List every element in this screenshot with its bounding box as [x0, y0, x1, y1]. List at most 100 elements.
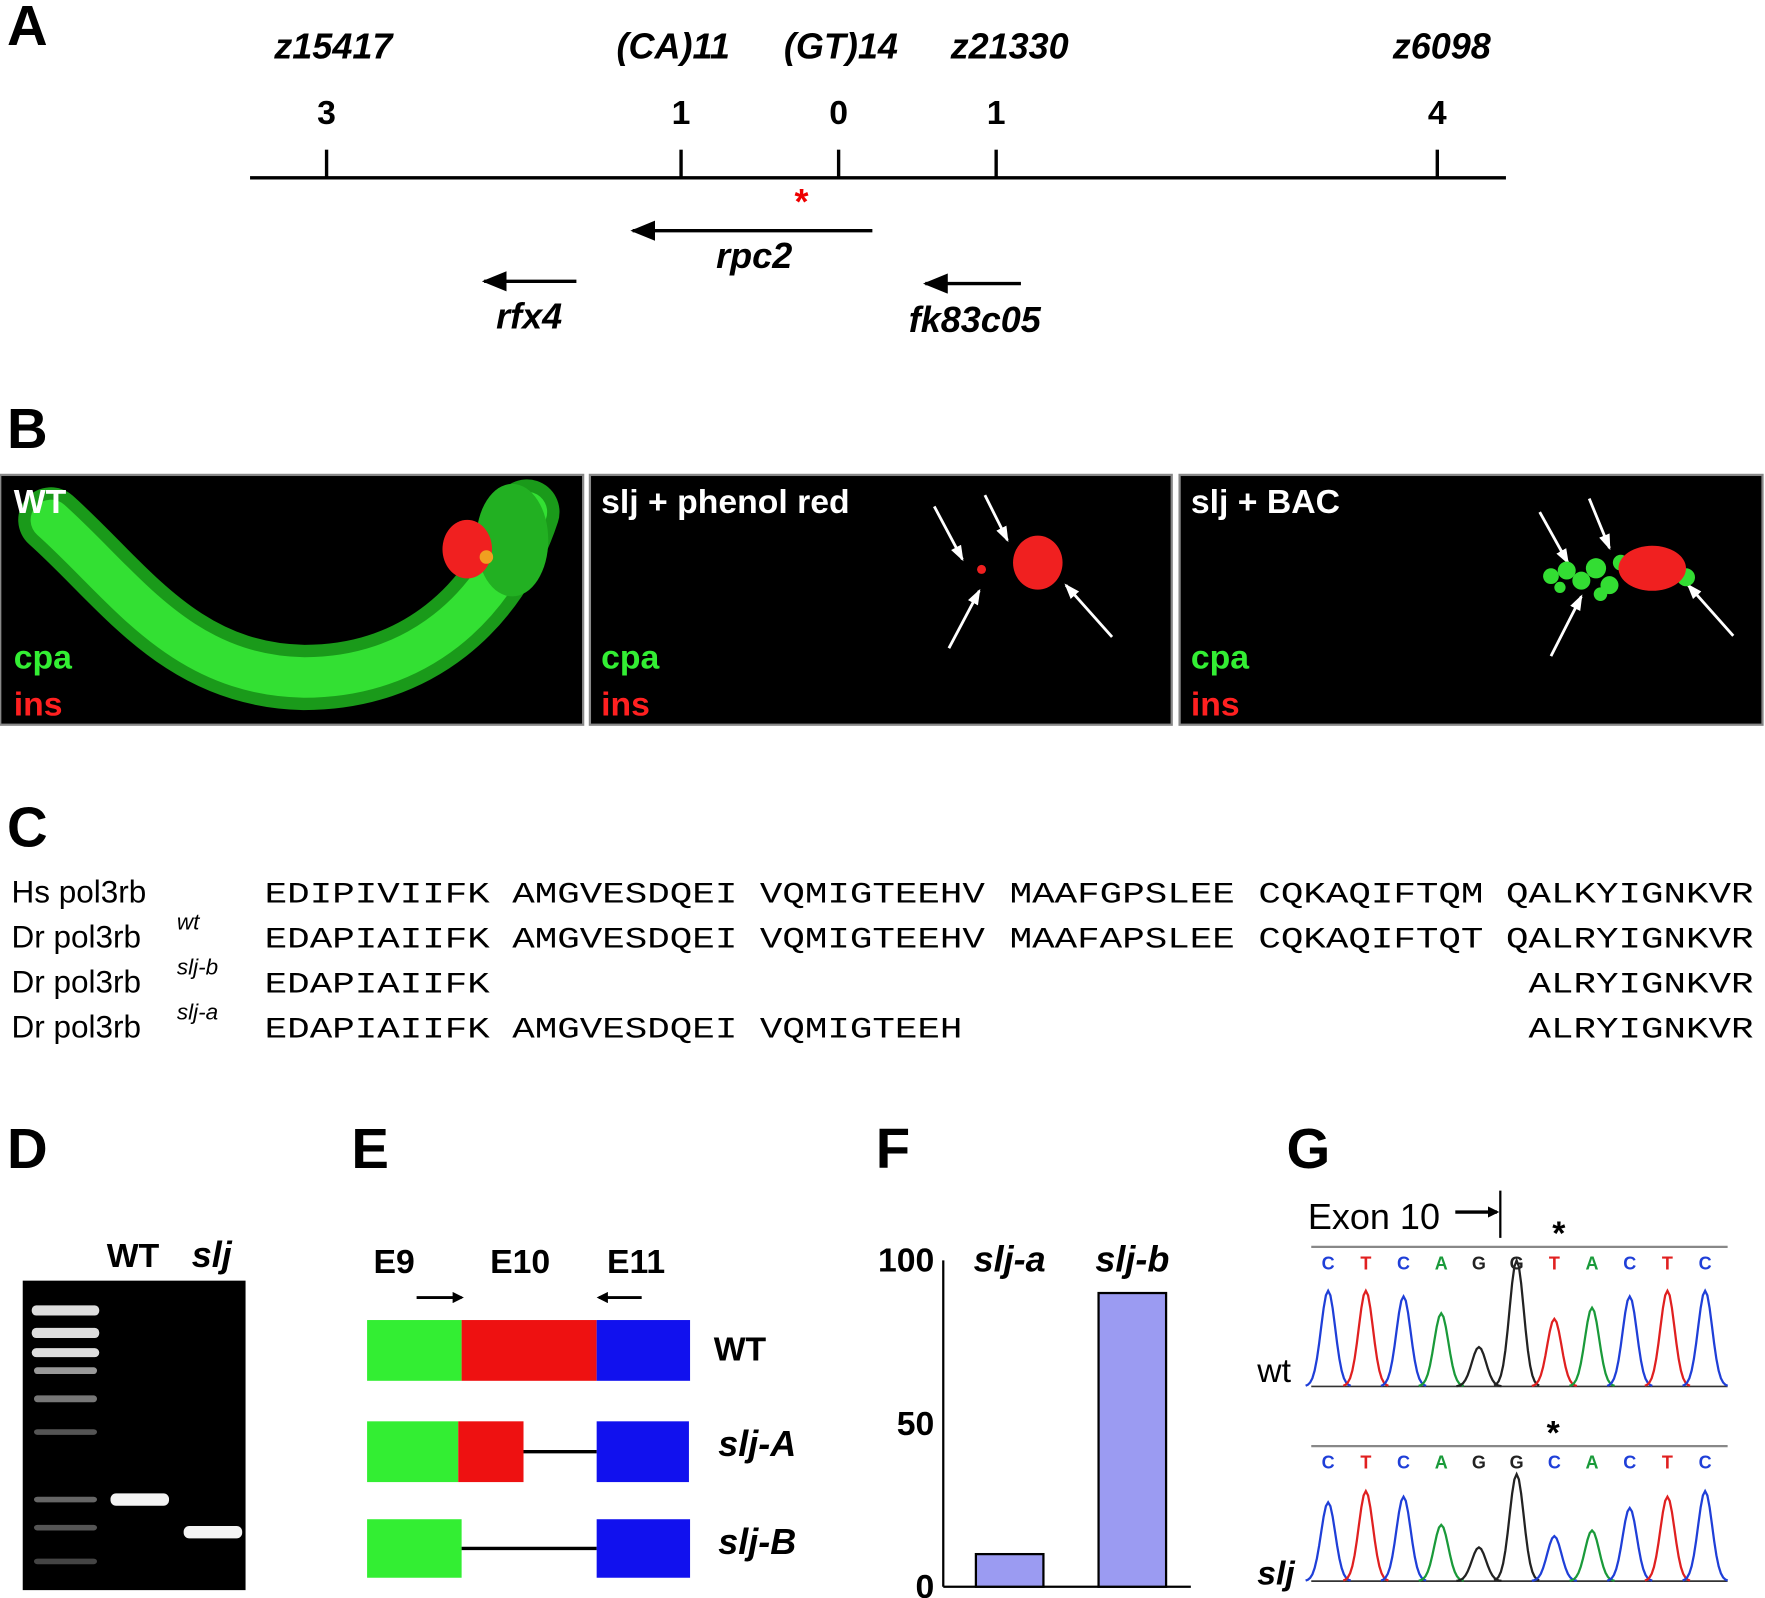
image-title: WT: [14, 483, 67, 521]
bar: [974, 1552, 1045, 1588]
islet-stain: [442, 519, 493, 579]
image-title: slj + BAC: [1191, 483, 1340, 521]
arrows: [933, 494, 1735, 657]
category-label: slj-a: [974, 1239, 1046, 1280]
marker-name: (GT)14: [784, 26, 898, 67]
trace-peak: [1644, 1494, 1691, 1582]
lane-label: slj: [192, 1234, 233, 1275]
base-letter: C: [1699, 1253, 1712, 1273]
panel-label: F: [876, 1117, 910, 1180]
sequence-block: EDAPIAIIFK: [265, 924, 491, 957]
mutation-mark: *: [1547, 1414, 1561, 1452]
base-letter: A: [1435, 1453, 1448, 1473]
sequence-superscript: wt: [177, 910, 201, 935]
sequence-name: Dr pol3rb: [11, 919, 141, 955]
base-letter: A: [1586, 1253, 1599, 1273]
sequence-block: AMGVESDQEI: [512, 1014, 737, 1047]
category-label: slj-b: [1095, 1239, 1169, 1280]
pancreas-stain: [476, 483, 549, 597]
base-letter: G: [1472, 1253, 1486, 1273]
trace-peak: [1569, 1305, 1615, 1387]
base-letter: A: [1586, 1453, 1599, 1473]
trace-peak: [1418, 1311, 1465, 1388]
base-letter: C: [1623, 1253, 1636, 1273]
sequence-block: EDIPIVIIFK: [265, 879, 491, 912]
sequence-block: VQMIGTEEHV: [760, 879, 986, 912]
transcript-label: slj-B: [718, 1521, 796, 1562]
trace-peak: [1493, 1257, 1540, 1387]
sequence-block: MAAFGPSLEE: [1010, 879, 1235, 912]
sequence-block: ALRYIGNKVR: [1528, 969, 1753, 1002]
lane-label: WT: [107, 1237, 160, 1275]
gel-band: [110, 1493, 170, 1506]
exon-label: E11: [607, 1243, 665, 1281]
trace-peak: [1305, 1500, 1352, 1582]
base-letter: C: [1322, 1253, 1335, 1273]
channel-label: cpa: [601, 638, 659, 676]
sequence-block: AMGVESDQEI: [512, 924, 737, 957]
exon-label: Exon 10: [1308, 1196, 1440, 1237]
islet-stain: [1618, 545, 1687, 591]
base-letter: C: [1322, 1453, 1335, 1473]
transcript-label: WT: [714, 1331, 767, 1369]
sequence-block: VQMIGTEEH: [760, 1014, 963, 1047]
trace-peak: [1456, 1545, 1502, 1583]
trace-label: wt: [1256, 1352, 1291, 1390]
base-letter: C: [1397, 1253, 1410, 1273]
trace-peak: [1380, 1494, 1427, 1582]
trace-peak: [1569, 1528, 1615, 1582]
sequence-block: QALRYIGNKVR: [1506, 924, 1754, 957]
panel-label: E: [351, 1117, 389, 1180]
image-title: slj + phenol red: [601, 483, 850, 521]
sequence-block: EDAPIAIIFK: [265, 1014, 491, 1047]
sequence-block: MAAFAPSLEE: [1010, 924, 1235, 957]
base-letter: T: [1549, 1253, 1560, 1273]
marker-name: z6098: [1392, 26, 1491, 67]
trace-peak: [1682, 1488, 1729, 1582]
trace-peak: [1493, 1471, 1540, 1582]
genetic-map: * rpc2 rfx4 fk83c05: [250, 176, 1506, 340]
base-letter: C: [1548, 1453, 1561, 1473]
panel-label: B: [7, 397, 48, 460]
marker-distance: 0: [829, 94, 848, 132]
base-letter: G: [1510, 1453, 1524, 1473]
panel-label: D: [7, 1117, 48, 1180]
base-letter: T: [1360, 1253, 1371, 1273]
sequence-block: CQKAQIFTQT: [1258, 924, 1483, 957]
islet-stain: [1013, 535, 1063, 590]
base-letter: C: [1699, 1453, 1712, 1473]
trace-peak: [1531, 1534, 1578, 1582]
base-letter: A: [1435, 1253, 1448, 1273]
sequence-name: Hs pol3rb: [11, 874, 146, 910]
trace-peak: [1305, 1288, 1352, 1387]
ladder: [31, 1305, 100, 1565]
base-letter: C: [1397, 1453, 1410, 1473]
exon-label: E10: [490, 1243, 550, 1281]
pancreas-stain: [30, 491, 548, 698]
channel-label: ins: [601, 686, 650, 724]
trace-peak: [1456, 1345, 1502, 1388]
base-letter: T: [1662, 1453, 1673, 1473]
marker-name: (CA)11: [617, 26, 730, 67]
trace-peak: [1644, 1288, 1691, 1387]
panel-label: G: [1287, 1117, 1331, 1180]
exon-label: E9: [373, 1243, 414, 1281]
sequence-block: ALRYIGNKVR: [1528, 1014, 1753, 1047]
bar: [1097, 1291, 1168, 1588]
channel-label: cpa: [1191, 638, 1249, 676]
y-tick-label: 0: [915, 1568, 934, 1598]
mutation-mark: *: [1552, 1215, 1566, 1253]
gel-band: [183, 1525, 243, 1539]
mutation-mark: *: [794, 181, 808, 222]
trace-peak: [1606, 1505, 1653, 1582]
sequence-name: Dr pol3rb: [11, 964, 141, 1000]
marker-distance: 1: [987, 94, 1006, 132]
base-letter: T: [1360, 1453, 1371, 1473]
islet-stain: [479, 550, 494, 564]
gene-label: rfx4: [496, 296, 562, 337]
sequence-block: AMGVESDQEI: [512, 879, 737, 912]
trace-peak: [1380, 1293, 1427, 1387]
sequence-block: QALKYIGNKVR: [1506, 879, 1754, 912]
gene-label: rpc2: [716, 235, 792, 276]
